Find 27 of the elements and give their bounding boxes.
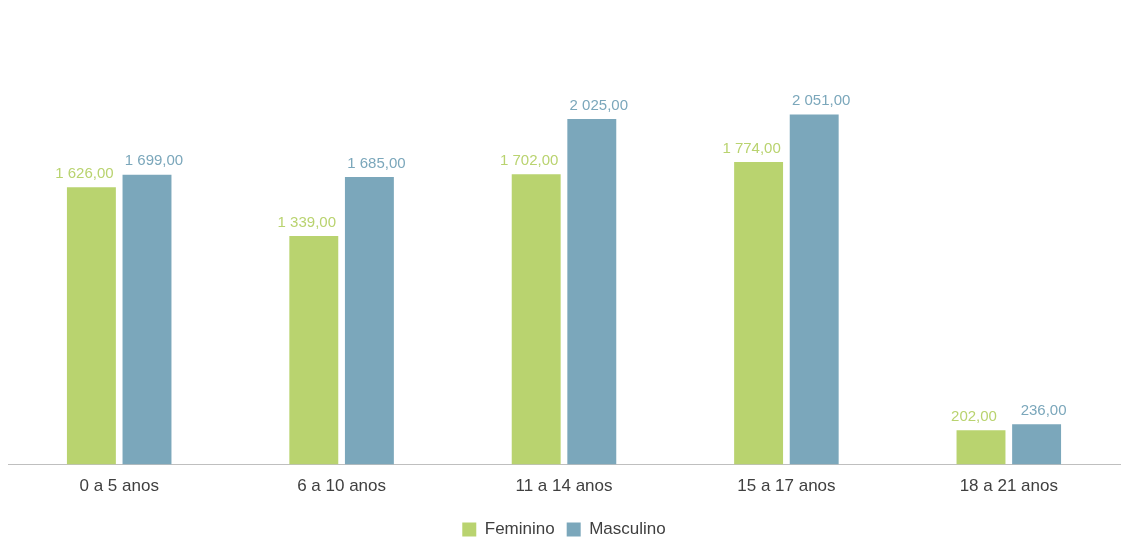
bar [66, 187, 116, 465]
data-label: 2 025,00 [569, 95, 628, 113]
legend-label: Masculino [589, 519, 666, 539]
bar [1012, 424, 1062, 465]
data-label: 202,00 [951, 406, 997, 424]
bar [289, 236, 339, 465]
x-tick-label: 15 a 17 anos [737, 476, 836, 496]
data-label: 236,00 [1020, 400, 1067, 418]
bar [122, 174, 172, 465]
bar [344, 177, 394, 465]
x-tick-label: 0 a 5 anos [79, 476, 159, 496]
data-label: 1 339,00 [277, 212, 336, 230]
data-label: 1 702,00 [500, 150, 559, 168]
bar [734, 161, 784, 465]
data-label: 1 774,00 [722, 138, 781, 156]
bar [956, 430, 1006, 465]
bar [789, 114, 839, 465]
data-label: 1 685,00 [347, 153, 406, 171]
data-label: 1 626,00 [55, 163, 114, 181]
bar [511, 174, 561, 465]
x-tick-label: 18 a 21 anos [959, 476, 1058, 496]
data-label: 2 051,00 [792, 91, 851, 109]
x-tick-label: 11 a 14 anos [515, 476, 613, 496]
x-tick-label: 6 a 10 anos [297, 476, 387, 496]
bar [567, 119, 617, 465]
legend-label: Feminino [484, 519, 555, 539]
data-label: 1 699,00 [124, 151, 184, 169]
